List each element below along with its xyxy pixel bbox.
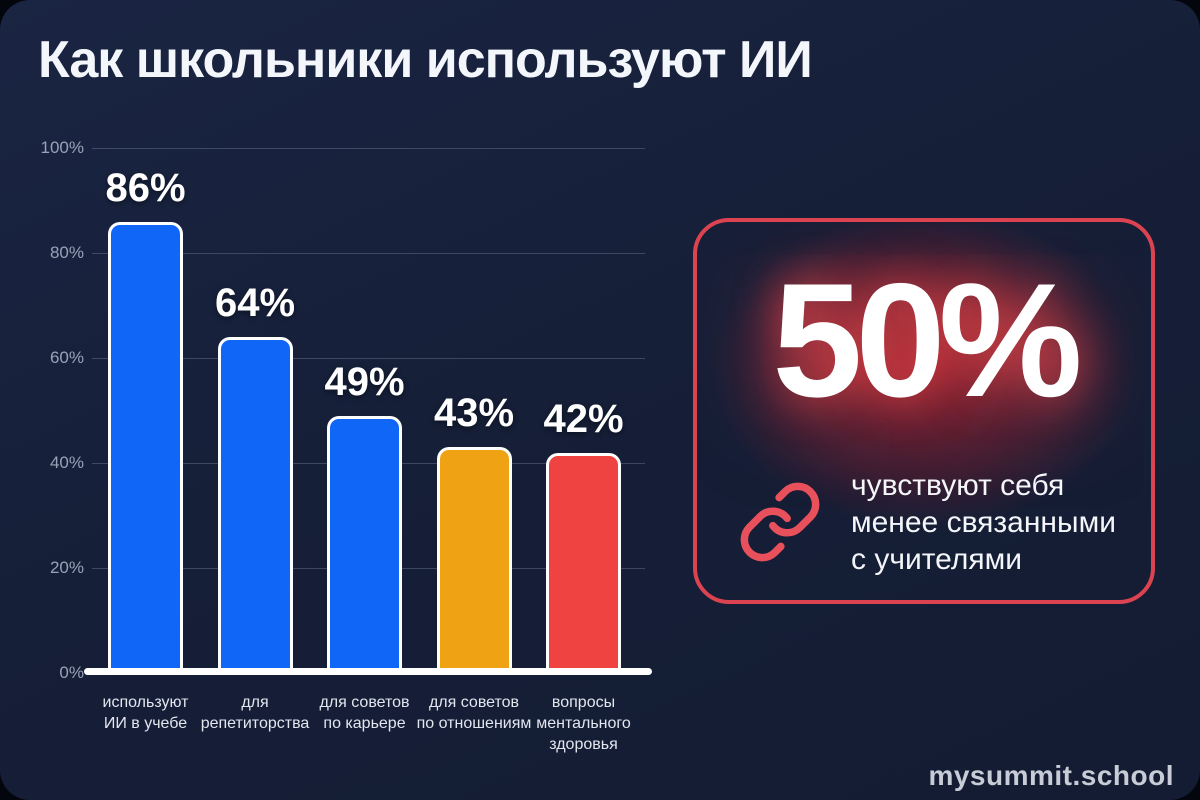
bar-value-label: 86%	[105, 165, 186, 210]
brand-watermark: mysummit.school	[928, 760, 1174, 791]
bar	[327, 415, 402, 673]
stat-value: 50%	[772, 250, 1082, 431]
x-axis-line	[84, 668, 652, 675]
x-axis-category-label: для репетиторства	[200, 694, 310, 732]
link-icon	[737, 479, 823, 565]
page-title: Как школьники используют ИИ	[38, 31, 813, 89]
bar-value-label: 64%	[214, 281, 296, 325]
x-axis-category-label: вопросы ментального здоровья	[536, 694, 631, 753]
x-axis-category-label: для советов по отношениям	[416, 694, 532, 732]
stat-description: чувствуют себя менее связанными с учител…	[851, 468, 1116, 576]
x-axis-category-label: для советов по карьере	[319, 694, 410, 732]
bar-value-label: 49%	[324, 359, 405, 404]
y-axis-tick-label: 20%	[49, 558, 84, 577]
bar-value-label: 43%	[433, 391, 515, 436]
y-axis-tick-label: 40%	[49, 453, 84, 472]
bar	[217, 337, 293, 673]
bar	[436, 447, 512, 673]
bar-value-label: 42%	[543, 396, 624, 441]
stat-row: чувствуют себя менее связанными с учител…	[737, 444, 1127, 600]
bar	[108, 221, 183, 673]
y-axis-tick-label: 60%	[49, 348, 84, 367]
y-axis-tick-label: 100%	[40, 138, 84, 157]
y-axis-tick-label: 0%	[59, 663, 84, 682]
gridline	[92, 253, 645, 254]
y-axis-tick-label: 80%	[49, 243, 84, 262]
bar	[546, 452, 621, 673]
gridline	[92, 148, 645, 149]
stat-card: 50% чувствуют себя менее связанными с уч…	[693, 218, 1155, 604]
gridline	[92, 358, 645, 359]
x-axis-category-label: используют ИИ в учебе	[102, 694, 189, 732]
